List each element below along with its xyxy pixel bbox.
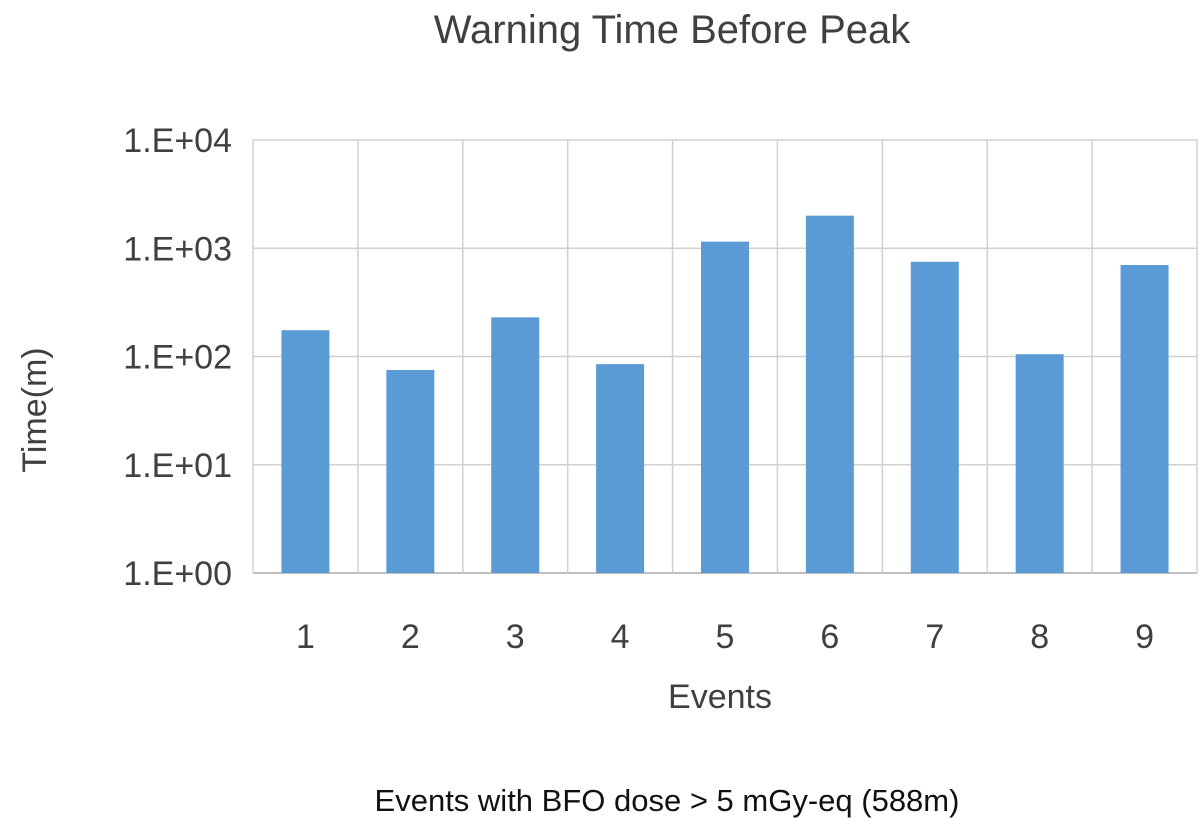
bar-event-3 bbox=[491, 317, 540, 573]
bar-event-5 bbox=[701, 241, 749, 574]
x-tick-label: 6 bbox=[820, 618, 839, 656]
chart-title: Warning Time Before Peak bbox=[434, 8, 912, 52]
y-axis-label: Time(m) bbox=[16, 347, 54, 472]
bar-event-2 bbox=[386, 370, 435, 573]
y-tick-label: 1.E+04 bbox=[123, 122, 232, 160]
x-tick-label: 4 bbox=[611, 618, 630, 656]
y-tick-labels: 1.E+00 1.E+01 1.E+02 1.E+03 1.E+04 bbox=[123, 122, 232, 593]
x-tick-labels: 1 2 3 4 5 6 7 8 9 bbox=[296, 618, 1154, 656]
bar-event-4 bbox=[596, 364, 645, 573]
x-tick-label: 9 bbox=[1135, 618, 1154, 656]
x-tick-label: 3 bbox=[506, 618, 525, 656]
x-axis-label: Events bbox=[668, 678, 772, 716]
x-tick-label: 2 bbox=[401, 618, 420, 656]
bar-event-7 bbox=[910, 261, 959, 573]
x-tick-label: 8 bbox=[1030, 618, 1049, 656]
y-tick-label: 1.E+02 bbox=[123, 339, 232, 377]
y-tick-label: 1.E+00 bbox=[123, 555, 232, 593]
y-tick-label: 1.E+01 bbox=[123, 447, 232, 485]
x-tick-label: 5 bbox=[716, 618, 735, 656]
bar-event-6 bbox=[805, 215, 854, 573]
x-tick-label: 7 bbox=[925, 618, 944, 656]
y-tick-label: 1.E+03 bbox=[123, 230, 232, 268]
bars bbox=[281, 215, 1169, 574]
bar-event-1 bbox=[281, 330, 330, 573]
bar-event-8 bbox=[1015, 354, 1064, 573]
gridlines bbox=[252, 139, 1198, 574]
chart-caption: Events with BFO dose > 5 mGy-eq (588m) bbox=[375, 783, 960, 818]
bar-event-9 bbox=[1120, 265, 1169, 573]
x-tick-label: 1 bbox=[296, 618, 315, 656]
